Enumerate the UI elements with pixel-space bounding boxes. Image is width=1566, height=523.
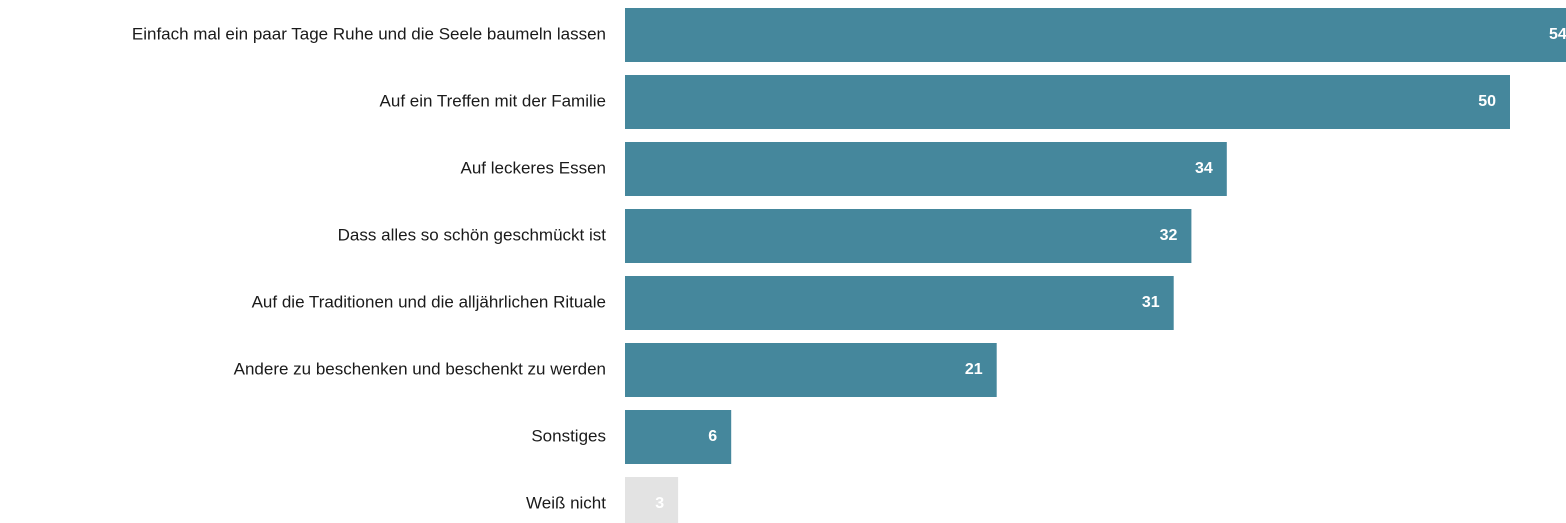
bars [625, 8, 1566, 523]
value-label-2: 50 [1478, 93, 1496, 110]
value-label-6: 21 [965, 361, 983, 378]
category-label-4: Dass alles so schön geschmückt ist [338, 225, 607, 244]
bar-6 [625, 343, 997, 397]
category-label-5: Auf die Traditionen und die alljährliche… [252, 292, 606, 311]
category-label-7: Sonstiges [531, 426, 606, 445]
value-label-3: 34 [1195, 160, 1213, 177]
value-label-1: 54 [1549, 26, 1566, 43]
bar-3 [625, 142, 1227, 196]
bar-2 [625, 75, 1510, 129]
category-label-6: Andere zu beschenken und beschenkt zu we… [234, 359, 606, 378]
category-label-2: Auf ein Treffen mit der Familie [380, 91, 606, 110]
bar-4 [625, 209, 1192, 263]
value-label-7: 6 [708, 428, 717, 445]
bar-5 [625, 276, 1174, 330]
value-label-8: 3 [655, 495, 664, 512]
category-label-8: Weiß nicht [526, 493, 606, 512]
category-labels: Einfach mal ein paar Tage Ruhe und die S… [132, 24, 606, 512]
category-label-3: Auf leckeres Essen [460, 158, 606, 177]
value-label-4: 32 [1160, 227, 1178, 244]
bar-8 [625, 477, 679, 523]
bar-7 [625, 410, 732, 464]
value-labels: 54 50 34 32 31 21 6 3 [655, 26, 1566, 512]
category-label-1: Einfach mal ein paar Tage Ruhe und die S… [132, 24, 606, 43]
bar-1 [625, 8, 1566, 62]
value-label-5: 31 [1142, 294, 1160, 311]
